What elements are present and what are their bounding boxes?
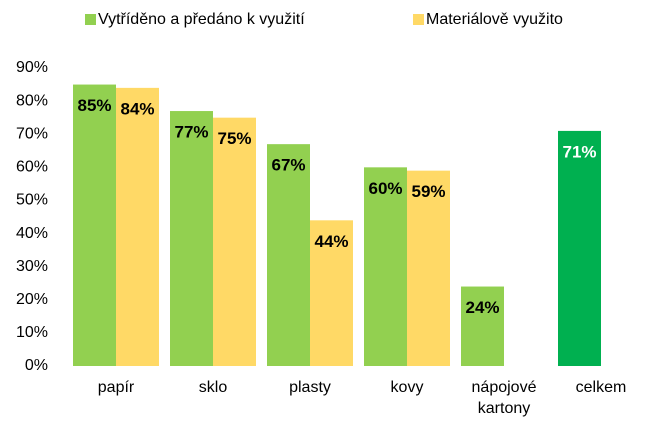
x-tick-label: plasty [289, 379, 331, 396]
legend-swatch [413, 14, 424, 25]
y-tick-label: 30% [16, 258, 48, 275]
y-tick-label: 50% [16, 192, 48, 209]
y-tick-label: 10% [16, 324, 48, 341]
y-tick-label: 70% [16, 125, 48, 142]
x-tick-label: kovy [391, 379, 424, 396]
value-label: 60% [368, 179, 402, 198]
value-label: 84% [120, 99, 154, 118]
bar [407, 170, 450, 366]
y-tick-label: 40% [16, 225, 48, 242]
value-label: 85% [77, 96, 111, 115]
legend-label: Materiálově využito [426, 11, 563, 28]
bar [170, 111, 213, 367]
value-label: 24% [465, 298, 499, 317]
y-tick-label: 90% [16, 59, 48, 76]
bar [558, 130, 601, 366]
y-tick-label: 80% [16, 92, 48, 109]
legend-swatch [85, 14, 96, 25]
legend-label: Vytříděno a předáno k využití [98, 11, 305, 28]
x-tick-label: celkem [576, 379, 627, 396]
bar [310, 220, 353, 366]
bar [461, 286, 504, 366]
value-label: 59% [411, 182, 445, 201]
x-tick-label: nápojové kartony [472, 379, 537, 417]
y-tick-label: 20% [16, 291, 48, 308]
value-label: 77% [174, 123, 208, 142]
bar [73, 84, 116, 367]
bar [213, 117, 256, 367]
x-tick-label: papír [98, 379, 135, 396]
value-label: 67% [271, 156, 305, 175]
bar [364, 167, 407, 366]
value-label: 44% [314, 232, 348, 251]
y-tick-label: 0% [25, 357, 48, 374]
value-label: 75% [217, 129, 251, 148]
y-tick-label: 60% [16, 159, 48, 176]
value-label: 71% [562, 142, 596, 161]
x-tick-label: sklo [199, 379, 228, 396]
bar [116, 87, 159, 366]
bar [267, 144, 310, 366]
